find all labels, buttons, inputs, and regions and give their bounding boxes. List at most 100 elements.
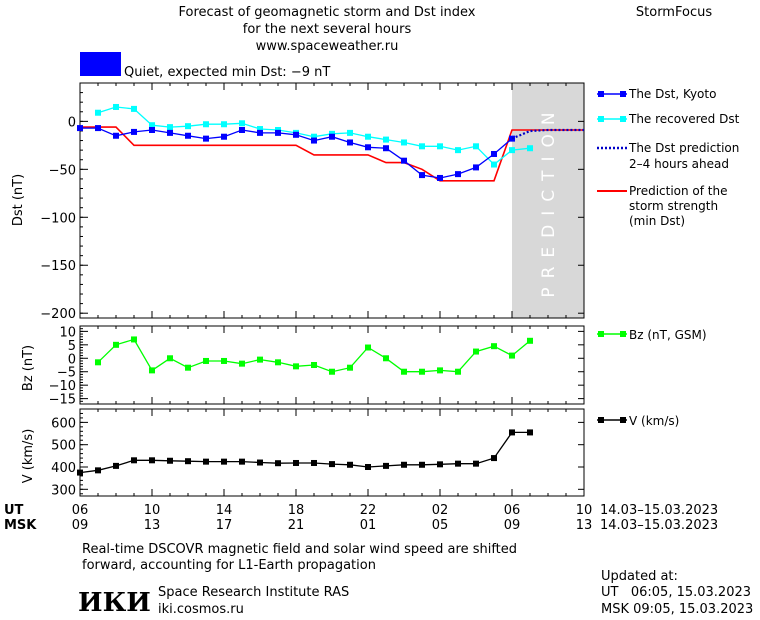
bz-point bbox=[437, 367, 443, 374]
dst-recovered-point bbox=[149, 122, 155, 129]
bz-point bbox=[473, 348, 479, 355]
legend-storm-strength: Prediction of the storm strength (min Ds… bbox=[597, 184, 728, 228]
bz-point bbox=[401, 368, 407, 375]
bz-point bbox=[275, 359, 281, 366]
bz-point bbox=[185, 364, 191, 371]
speed-point bbox=[311, 459, 317, 466]
dst-recovered-point bbox=[509, 147, 515, 154]
dst-kyoto-point bbox=[473, 164, 479, 171]
dst-recovered-point bbox=[383, 136, 389, 143]
bz-point bbox=[95, 359, 101, 366]
status-text: Quiet, expected min Dst: −9 nT bbox=[124, 65, 330, 80]
prediction-band bbox=[512, 83, 584, 318]
bz-ytick-label: −15 bbox=[49, 393, 76, 408]
speed-point bbox=[293, 459, 299, 466]
dst-kyoto-point bbox=[257, 129, 263, 136]
msk-tick-label: 05 bbox=[432, 518, 449, 533]
dst-recovered-point bbox=[221, 121, 227, 128]
dst-recovered-point bbox=[527, 145, 533, 152]
speed-point bbox=[509, 429, 515, 436]
bz-point bbox=[221, 357, 227, 364]
bz-axis-label: Bz (nT) bbox=[21, 345, 36, 391]
chart-title-line2: for the next several hours bbox=[243, 22, 412, 37]
msk-tick-label: 13 bbox=[576, 518, 593, 533]
speed-point bbox=[491, 455, 497, 462]
brand-name: StormFocus bbox=[636, 5, 712, 20]
speed-point bbox=[185, 458, 191, 465]
dst-kyoto-point bbox=[491, 150, 497, 157]
bz-point bbox=[293, 363, 299, 370]
dst-recovered-point bbox=[203, 121, 209, 128]
speed-ytick-label: 600 bbox=[51, 416, 76, 431]
ut-tick-label: 10 bbox=[144, 503, 161, 518]
speed-ytick-label: 400 bbox=[51, 461, 76, 476]
bz-point bbox=[455, 368, 461, 375]
bz-point bbox=[383, 355, 389, 362]
institute-name: Space Research Institute RAS bbox=[158, 585, 349, 600]
institute-url[interactable]: iki.cosmos.ru bbox=[158, 602, 244, 617]
dst-kyoto-point bbox=[347, 139, 353, 146]
legend-dst-kyoto-marker-left bbox=[598, 91, 604, 97]
speed-point bbox=[113, 462, 119, 469]
dst-ytick-label: −100 bbox=[40, 211, 76, 226]
dst-recovered-point bbox=[185, 123, 191, 130]
bz-point bbox=[419, 368, 425, 375]
speed-point bbox=[131, 457, 137, 464]
legend-dst-kyoto: The Dst, Kyoto bbox=[597, 87, 716, 101]
legend-dst-recovered: The recovered Dst bbox=[597, 112, 740, 126]
ut-tick-label: 06 bbox=[504, 503, 521, 518]
speed-point bbox=[257, 459, 263, 466]
dst-ytick-label: −50 bbox=[49, 163, 76, 178]
dst-kyoto-point bbox=[275, 129, 281, 136]
speed-point bbox=[95, 467, 101, 474]
dst-kyoto-point bbox=[329, 133, 335, 140]
dst-recovered-point bbox=[437, 143, 443, 150]
iki-logo-text: ИКИ bbox=[78, 588, 151, 618]
speed-point bbox=[239, 458, 245, 465]
dst-ytick-label: −200 bbox=[40, 307, 76, 322]
bz-point bbox=[113, 341, 119, 348]
bz-point bbox=[257, 356, 263, 363]
footer-note-line1: Real-time DSCOVR magnetic field and sola… bbox=[82, 542, 517, 557]
dst-kyoto-point bbox=[365, 144, 371, 151]
legend-dst-prediction: The Dst prediction 2–4 hours ahead bbox=[597, 141, 739, 171]
legend-dst-recovered-label: The recovered Dst bbox=[628, 112, 740, 126]
msk-tick-label: 09 bbox=[72, 518, 89, 533]
ut-date-range: 14.03–15.03.2023 bbox=[600, 503, 718, 518]
dst-kyoto-point bbox=[203, 135, 209, 142]
bz-ytick-label: 5 bbox=[68, 339, 76, 354]
ut-tick-label: 06 bbox=[72, 503, 89, 518]
legend-dst-prediction-line2: 2–4 hours ahead bbox=[629, 157, 729, 171]
institute-link[interactable]: iki.cosmos.ru bbox=[158, 602, 244, 617]
legend-dst-recovered-marker-right bbox=[620, 116, 626, 122]
chart-title-line1: Forecast of geomagnetic storm and Dst in… bbox=[178, 5, 475, 20]
chart-marks: 0−50−100−150−2001050−5−10−15300400500600… bbox=[40, 82, 593, 533]
ut-tick-label: 10 bbox=[576, 503, 593, 518]
dst-kyoto-point bbox=[131, 128, 137, 135]
bz-point bbox=[365, 344, 371, 351]
speed-point bbox=[167, 457, 173, 464]
prediction-label: PREDICTION bbox=[539, 103, 559, 297]
dst-kyoto-point bbox=[167, 129, 173, 136]
bz-ytick-label: 10 bbox=[59, 325, 76, 340]
legend-speed: V (km/s) bbox=[597, 414, 679, 428]
speed-point bbox=[419, 461, 425, 468]
bz-point bbox=[347, 364, 353, 371]
bz-point bbox=[239, 360, 245, 367]
speed-panel-frame bbox=[79, 408, 585, 497]
speed-point bbox=[347, 461, 353, 468]
status-swatch bbox=[80, 52, 121, 76]
dst-prediction-line bbox=[511, 128, 584, 140]
speed-point bbox=[203, 458, 209, 465]
dst-kyoto-point bbox=[509, 135, 515, 142]
dst-recovered-point bbox=[347, 129, 353, 136]
speed-line bbox=[79, 431, 530, 474]
speed-point bbox=[473, 460, 479, 467]
speed-ytick-label: 300 bbox=[51, 483, 76, 498]
dst-recovered-point bbox=[473, 143, 479, 150]
msk-axis-label: MSK bbox=[4, 518, 37, 533]
legend-dst-prediction-line1: The Dst prediction bbox=[628, 141, 739, 155]
iki-logo: ИКИ bbox=[78, 588, 151, 618]
